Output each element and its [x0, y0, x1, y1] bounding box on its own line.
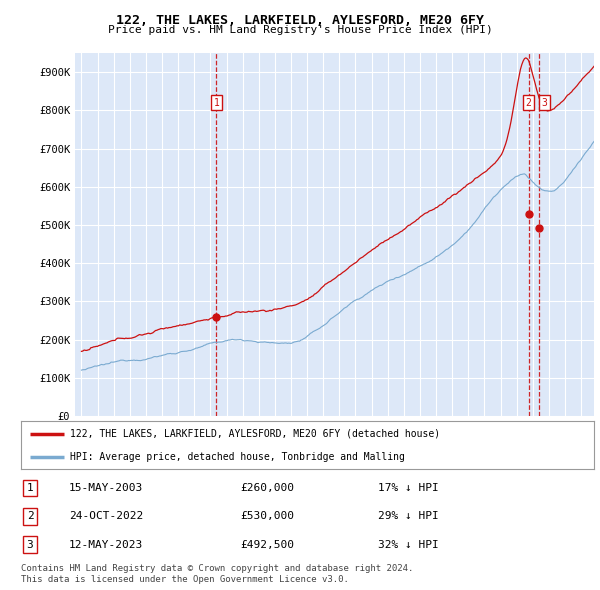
Text: 32% ↓ HPI: 32% ↓ HPI	[378, 540, 439, 549]
Text: £260,000: £260,000	[240, 483, 294, 493]
Text: £530,000: £530,000	[240, 512, 294, 521]
Text: 2: 2	[526, 98, 532, 108]
Text: Price paid vs. HM Land Registry's House Price Index (HPI): Price paid vs. HM Land Registry's House …	[107, 25, 493, 35]
Text: 122, THE LAKES, LARKFIELD, AYLESFORD, ME20 6FY: 122, THE LAKES, LARKFIELD, AYLESFORD, ME…	[116, 14, 484, 27]
Text: 24-OCT-2022: 24-OCT-2022	[69, 512, 143, 521]
Text: 15-MAY-2003: 15-MAY-2003	[69, 483, 143, 493]
Text: 3: 3	[541, 98, 547, 108]
Text: 1: 1	[26, 483, 34, 493]
Text: 1: 1	[214, 98, 219, 108]
Text: £492,500: £492,500	[240, 540, 294, 549]
Text: 29% ↓ HPI: 29% ↓ HPI	[378, 512, 439, 521]
Text: Contains HM Land Registry data © Crown copyright and database right 2024.
This d: Contains HM Land Registry data © Crown c…	[21, 565, 413, 584]
Text: 2: 2	[26, 512, 34, 521]
Text: 12-MAY-2023: 12-MAY-2023	[69, 540, 143, 549]
Text: 122, THE LAKES, LARKFIELD, AYLESFORD, ME20 6FY (detached house): 122, THE LAKES, LARKFIELD, AYLESFORD, ME…	[70, 429, 440, 439]
Text: 17% ↓ HPI: 17% ↓ HPI	[378, 483, 439, 493]
Text: HPI: Average price, detached house, Tonbridge and Malling: HPI: Average price, detached house, Tonb…	[70, 452, 404, 462]
Text: 3: 3	[26, 540, 34, 549]
